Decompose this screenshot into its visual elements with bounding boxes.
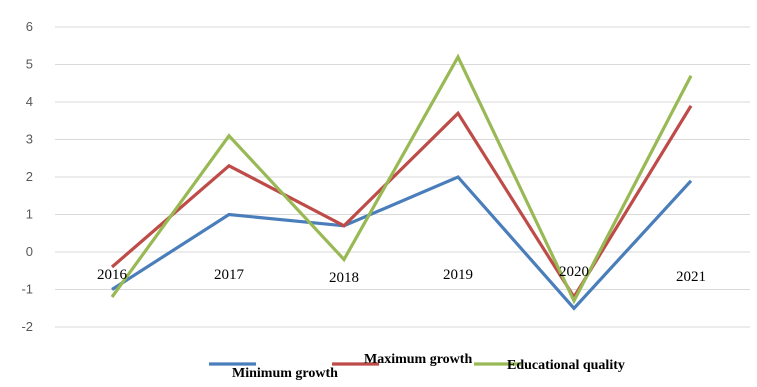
x-tick-label: 2017 (214, 267, 245, 283)
y-tick-label: -2 (21, 319, 33, 334)
legend: Minimum growth Maximum growth Educational … (209, 352, 625, 381)
y-tick-label: 2 (26, 169, 33, 184)
x-tick-label: 2016 (97, 267, 128, 283)
x-tick-label: 2020 (559, 264, 589, 280)
y-tick-label: 3 (26, 132, 33, 147)
legend-label: Educational quality (507, 358, 625, 373)
x-tick-label: 2021 (676, 269, 706, 285)
x-axis-ticks: 2016 2017 2018 2019 2020 2021 (97, 264, 706, 286)
x-tick-label: 2018 (329, 270, 359, 286)
series-line-minimum-growth (111, 175, 693, 311)
x-tick-label: 2019 (443, 267, 473, 283)
y-tick-label: 6 (26, 19, 33, 34)
y-tick-label: 0 (26, 244, 33, 259)
y-tick-label: 5 (26, 57, 33, 72)
y-tick-label: -1 (21, 282, 33, 297)
legend-label: Maximum growth (364, 352, 472, 367)
y-tick-label: 4 (26, 94, 33, 109)
series-line-educational-quality (110, 53, 693, 305)
series-lines (110, 53, 693, 311)
legend-label: Minimum growth (232, 366, 338, 381)
y-tick-label: 1 (26, 207, 33, 222)
y-axis-ticks: 6 5 4 3 2 1 0 -1 -2 (21, 19, 33, 334)
